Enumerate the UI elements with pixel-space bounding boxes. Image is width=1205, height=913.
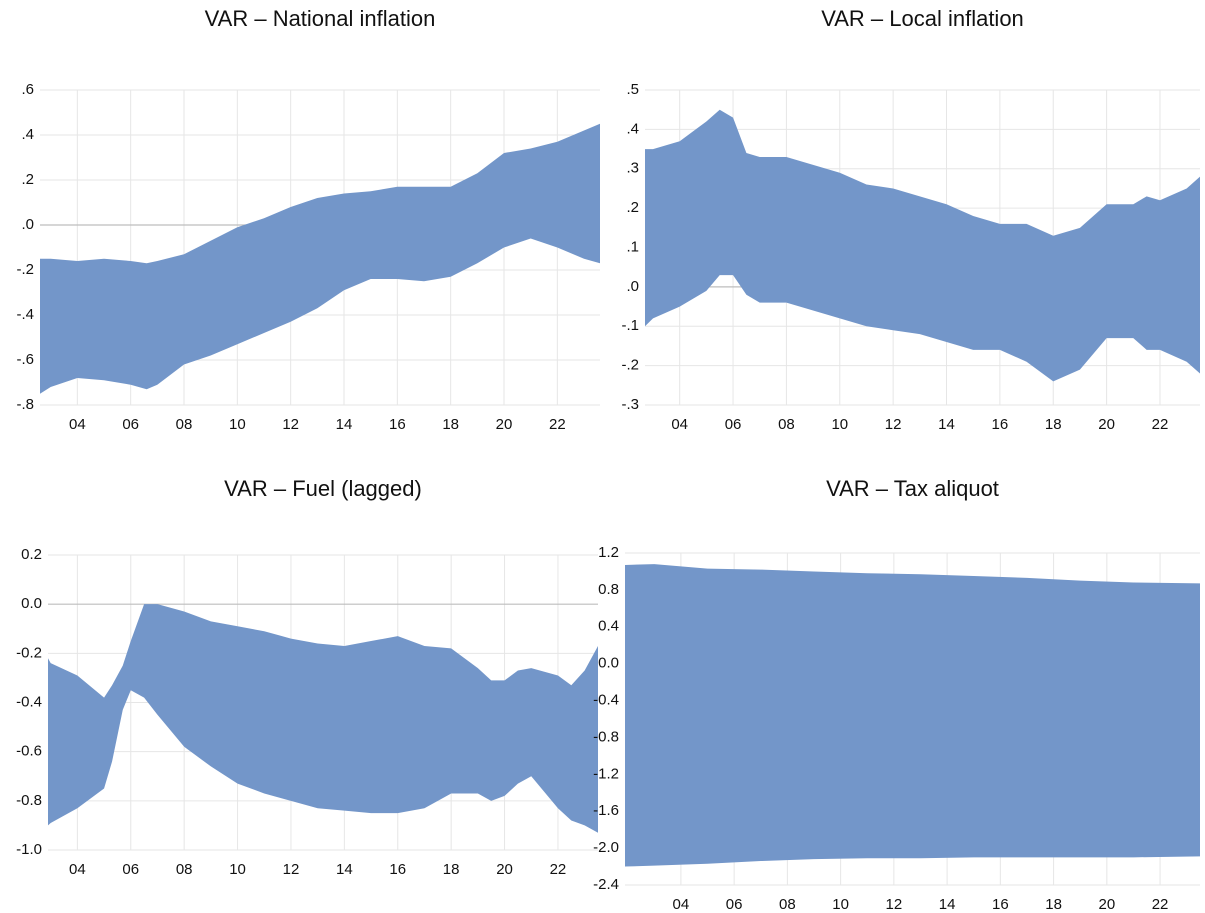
band-area bbox=[40, 123, 600, 394]
y-tick-label: -.1 bbox=[621, 317, 639, 334]
x-tick-label: 04 bbox=[69, 861, 86, 878]
chart-title: VAR – Fuel (lagged) bbox=[224, 476, 422, 501]
y-tick-label: -.2 bbox=[621, 357, 639, 374]
x-tick-label: 04 bbox=[69, 416, 86, 433]
y-tick-label: .2 bbox=[21, 171, 34, 188]
x-tick-label: 04 bbox=[671, 416, 688, 433]
y-tick-label: 0.0 bbox=[21, 595, 42, 612]
y-tick-label: -0.2 bbox=[16, 644, 42, 661]
x-tick-label: 20 bbox=[496, 416, 513, 433]
y-tick-label: -1.0 bbox=[16, 841, 42, 858]
chart-title: VAR – Local inflation bbox=[821, 6, 1024, 31]
y-tick-label: .4 bbox=[626, 120, 639, 137]
y-tick-label: .4 bbox=[21, 126, 34, 143]
x-tick-label: 14 bbox=[336, 861, 353, 878]
x-tick-label: 18 bbox=[443, 861, 460, 878]
y-tick-label: 1.2 bbox=[598, 544, 619, 561]
x-tick-label: 16 bbox=[389, 416, 406, 433]
y-tick-label: .1 bbox=[626, 238, 639, 255]
x-tick-label: 12 bbox=[283, 861, 300, 878]
band-area bbox=[48, 604, 598, 833]
x-tick-label: 08 bbox=[176, 416, 193, 433]
x-tick-label: 06 bbox=[725, 416, 742, 433]
y-tick-label: -2.4 bbox=[593, 876, 619, 893]
y-tick-label: .5 bbox=[626, 81, 639, 98]
x-tick-label: 10 bbox=[832, 896, 849, 913]
x-tick-label: 10 bbox=[831, 416, 848, 433]
y-tick-label: .6 bbox=[21, 81, 34, 98]
x-tick-label: 16 bbox=[389, 861, 406, 878]
x-tick-label: 08 bbox=[778, 416, 795, 433]
x-tick-label: 22 bbox=[550, 861, 567, 878]
x-tick-label: 22 bbox=[1152, 416, 1169, 433]
y-tick-label: 0.4 bbox=[598, 618, 619, 635]
y-tick-label: -2.0 bbox=[593, 839, 619, 856]
x-tick-label: 08 bbox=[176, 861, 193, 878]
x-tick-label: 22 bbox=[549, 416, 566, 433]
x-tick-label: 06 bbox=[122, 861, 139, 878]
x-tick-label: 18 bbox=[1045, 416, 1062, 433]
y-tick-label: 0.0 bbox=[598, 655, 619, 672]
y-tick-label: .0 bbox=[21, 216, 34, 233]
y-tick-label: .3 bbox=[626, 160, 639, 177]
band-area bbox=[625, 564, 1200, 867]
x-tick-label: 14 bbox=[336, 416, 353, 433]
y-tick-label: -1.6 bbox=[593, 802, 619, 819]
y-tick-label: -.6 bbox=[16, 351, 34, 368]
y-tick-label: .2 bbox=[626, 199, 639, 216]
y-tick-label: -.3 bbox=[621, 396, 639, 413]
y-tick-label: -0.8 bbox=[593, 728, 619, 745]
y-tick-label: -.2 bbox=[16, 261, 34, 278]
x-tick-label: 06 bbox=[726, 896, 743, 913]
x-tick-label: 14 bbox=[938, 416, 955, 433]
y-tick-label: -0.6 bbox=[16, 743, 42, 760]
y-tick-label: -1.2 bbox=[593, 765, 619, 782]
x-tick-label: 10 bbox=[229, 416, 246, 433]
x-tick-label: 18 bbox=[442, 416, 459, 433]
chart-title: VAR – Tax aliquot bbox=[826, 476, 999, 501]
x-tick-label: 04 bbox=[673, 896, 690, 913]
x-tick-label: 14 bbox=[939, 896, 956, 913]
y-tick-label: -0.8 bbox=[16, 792, 42, 809]
x-tick-label: 12 bbox=[886, 896, 903, 913]
x-tick-label: 20 bbox=[496, 861, 513, 878]
x-tick-label: 06 bbox=[122, 416, 139, 433]
x-tick-label: 18 bbox=[1045, 896, 1062, 913]
y-tick-label: -0.4 bbox=[593, 692, 619, 709]
x-tick-label: 12 bbox=[885, 416, 902, 433]
y-tick-label: 0.2 bbox=[21, 546, 42, 563]
y-tick-label: 0.8 bbox=[598, 581, 619, 598]
x-tick-label: 16 bbox=[992, 416, 1009, 433]
x-tick-label: 16 bbox=[992, 896, 1009, 913]
y-tick-label: -.4 bbox=[16, 306, 34, 323]
band-area bbox=[645, 109, 1200, 382]
x-tick-label: 12 bbox=[282, 416, 299, 433]
chart-title: VAR – National inflation bbox=[205, 6, 436, 31]
x-tick-label: 20 bbox=[1098, 896, 1115, 913]
y-tick-label: -.8 bbox=[16, 396, 34, 413]
x-tick-label: 08 bbox=[779, 896, 796, 913]
x-tick-label: 22 bbox=[1152, 896, 1169, 913]
x-tick-label: 10 bbox=[229, 861, 246, 878]
y-tick-label: -0.4 bbox=[16, 693, 42, 710]
y-tick-label: .0 bbox=[626, 278, 639, 295]
x-tick-label: 20 bbox=[1098, 416, 1115, 433]
